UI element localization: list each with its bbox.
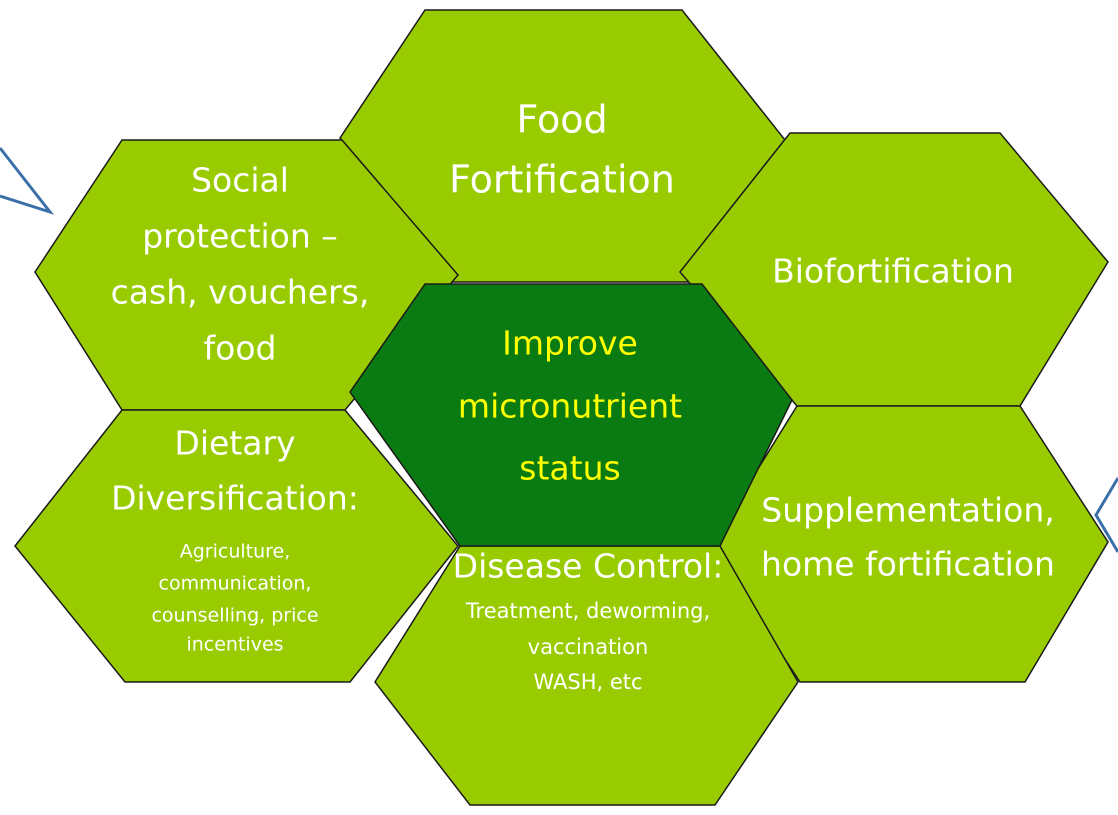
hexagon-title: Social [191,161,289,200]
hexagon-title: Supplementation, [761,491,1054,530]
hexagon: Supplementation, home fortification [709,405,1109,683]
hexagon-title: Food [516,98,607,142]
hexagon-title: home fortification [761,545,1055,584]
hexagon-detail: communication, [159,573,312,595]
hexagon-title: micronutrient [458,387,682,426]
hexagon-title: Diversification: [111,479,359,518]
hexagon-title: protection – [142,217,338,256]
hexagon-detail: vaccination [528,635,649,659]
hexagon: Disease Control: Treatment, deworming, vac… [374,545,799,806]
hexagon-detail: counselling, price [151,605,318,627]
hexagon: Food Fortification [339,9,786,283]
hexagon-detail: Agriculture, [180,541,291,563]
chevron [0,147,55,215]
hexagon-shape [14,409,459,683]
hexagon-detail: Treatment, deworming, [465,599,710,623]
hexagon: Dietary Diversification: Agriculture, commu… [14,409,459,683]
center-hexagon [349,283,793,547]
hexagon: Biofortification [679,132,1109,407]
arrow-left [0,147,55,215]
hexagon-title: Dietary [174,424,295,463]
hexagon-title: Fortification [449,158,675,202]
hexagon-shape [709,405,1109,683]
hexagon-detail: WASH, etc [533,670,642,694]
hexagon-title: Biofortification [772,252,1014,291]
hexagon-title: Disease Control: [453,547,724,586]
hexagon-title: Improve [502,324,638,363]
arrow-right [1094,477,1118,553]
hexagon-title: cash, vouchers, [111,273,370,312]
hexagon-detail: incentives [186,634,283,656]
hexagon: Social protection – cash, vouchers, food [34,139,459,411]
hexagon-group: Food Fortification Social protection – cash,… [14,9,1109,806]
chevron [1094,477,1118,553]
hexagon: Improve micronutrient status [349,283,793,547]
hexagon-title: status [519,449,620,488]
hexagon-title: food [204,329,277,368]
